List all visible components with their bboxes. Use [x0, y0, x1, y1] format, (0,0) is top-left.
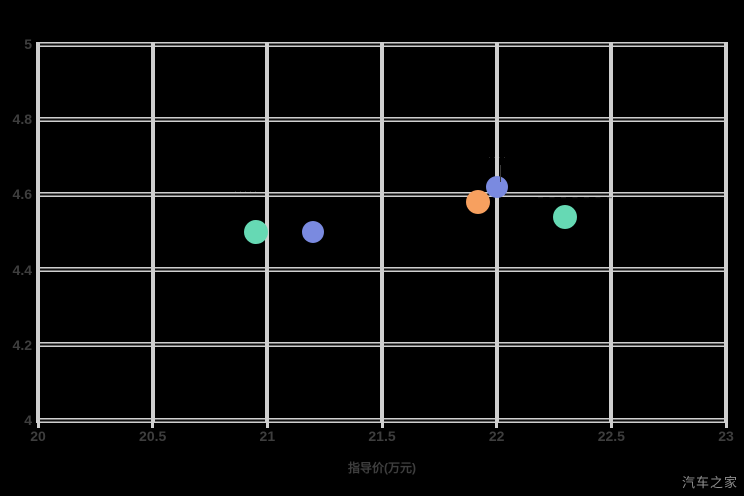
x-axis-tick-mark [495, 422, 499, 428]
gridline-vertical [724, 42, 728, 422]
data-point-label: ···· [488, 152, 508, 162]
gridline-vertical [380, 42, 384, 422]
y-axis-tick-label: 5 [24, 36, 32, 52]
x-axis-tick-label: 22.5 [597, 428, 625, 444]
y-axis-tick-label: 4.8 [12, 111, 32, 128]
x-axis-tick-mark [609, 422, 613, 428]
x-axis-title: 指导价(万元) [348, 461, 416, 475]
y-axis-tick-label: 4 [24, 412, 32, 428]
x-axis-tick-label: 21.5 [368, 428, 396, 444]
x-axis-tick-mark [265, 422, 269, 428]
x-axis-tick-label: 21 [259, 428, 276, 444]
gridline-vertical [609, 42, 614, 422]
scatter-point-5[interactable] [553, 204, 578, 229]
scatter-point-3[interactable] [466, 189, 491, 214]
x-axis-tick-label: 22 [488, 428, 505, 444]
x-axis-tick-mark [724, 422, 728, 428]
x-axis-tick-mark [380, 422, 384, 428]
gridline-vertical [494, 42, 499, 422]
gridline-vertical [150, 42, 155, 422]
gridline-vertical [36, 42, 40, 422]
y-axis-tick-label: 4.2 [12, 336, 32, 353]
y-axis-tick-label: 4.6 [12, 186, 32, 203]
scatter-point-4[interactable] [485, 175, 508, 198]
scatter-point-1[interactable] [243, 220, 268, 244]
x-axis-tick-label: 23 [718, 428, 734, 444]
x-axis-tick-label: 20 [30, 428, 46, 444]
scatter-point-2[interactable] [302, 221, 325, 243]
watermark-autohome: 汽车之家 [681, 475, 738, 490]
x-axis-tick-mark [151, 422, 155, 428]
data-point-label: ····· [234, 186, 259, 196]
x-axis-tick-label: 20.5 [139, 428, 167, 444]
y-axis-tick-label: 4.4 [12, 261, 32, 278]
data-point-label: – – – – – – – [538, 192, 615, 202]
x-axis-tick-mark [36, 422, 40, 428]
label-leader-line [500, 165, 501, 182]
